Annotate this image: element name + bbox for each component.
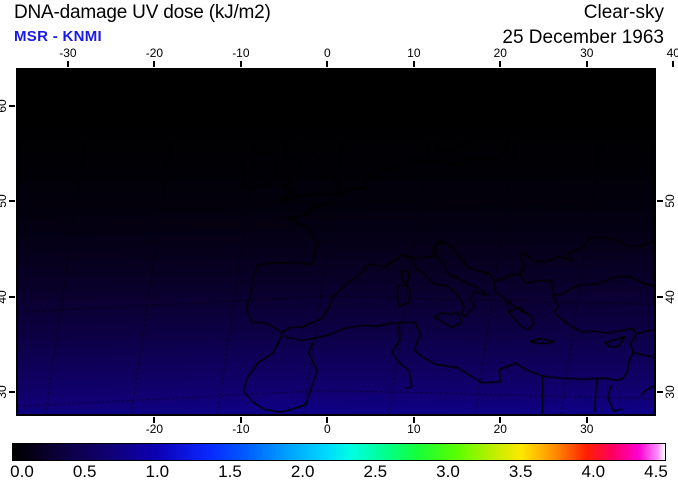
- axis-label-bottom--20: -20: [145, 422, 164, 436]
- axis-label-top--20: -20: [145, 46, 164, 60]
- axis-label-bottom--10: -10: [232, 422, 250, 436]
- tick-top-10: [412, 61, 415, 67]
- axis-label-left-60: 60: [0, 99, 9, 113]
- uv-dose-heatmap: [18, 70, 654, 414]
- axis-label-left-30: 30: [0, 385, 9, 399]
- colorbar-tick-1-0: 1.0: [145, 462, 170, 481]
- tick-right-40: [657, 295, 663, 298]
- colorbar-tick-4-0: 4.0: [581, 462, 606, 481]
- colorbar-tick-2-5: 2.5: [363, 462, 388, 481]
- tick-top-30: [585, 61, 588, 67]
- axis-label-left-40: 40: [0, 290, 9, 304]
- axis-label-top-20: 20: [493, 46, 507, 60]
- tick-bottom--20: [153, 417, 156, 423]
- axis-label-top--10: -10: [232, 46, 250, 60]
- axis-label-right-40: 40: [663, 290, 677, 304]
- colorbar-tick-1-5: 1.5: [218, 462, 242, 481]
- source-attribution: MSR - KNMI: [14, 28, 102, 45]
- tick-bottom-0: [326, 417, 329, 423]
- axis-label-right-50: 50: [663, 194, 677, 209]
- tick-bottom-30: [585, 417, 588, 423]
- date-label: 25 December 1963: [502, 27, 664, 48]
- axis-label-left-50: 50: [0, 194, 9, 209]
- page-title: DNA-damage UV dose (kJ/m2): [14, 2, 271, 23]
- axis-label-right-30: 30: [663, 385, 677, 399]
- sky-condition-label: Clear-sky: [583, 2, 664, 23]
- axis-label-bottom-20: 20: [493, 422, 507, 436]
- axis-label-top-30: 30: [580, 46, 594, 60]
- tick-left-40: [9, 295, 15, 298]
- tick-top-40: [672, 61, 675, 67]
- tick-top-0: [326, 61, 329, 67]
- colorbar: [12, 443, 666, 461]
- axis-label-top-0: 0: [324, 46, 331, 60]
- colorbar-gradient: [13, 444, 665, 460]
- colorbar-tick-4-5: 4.5: [644, 462, 668, 481]
- tick-top-20: [499, 61, 502, 67]
- axis-label-top-40: 40: [666, 46, 678, 60]
- tick-bottom--10: [239, 417, 242, 423]
- tick-top--30: [66, 61, 69, 67]
- tick-left-60: [9, 105, 15, 108]
- axis-label-bottom-10: 10: [407, 422, 421, 436]
- colorbar-tick-3-5: 3.5: [508, 462, 533, 481]
- axis-label-top-10: 10: [407, 46, 421, 60]
- tick-left-30: [9, 391, 15, 394]
- map-plot-area: [16, 68, 656, 416]
- axis-label-top--30: -30: [59, 46, 77, 60]
- colorbar-tick-0-0: 0.0: [10, 462, 34, 481]
- colorbar-tick-0-5: 0.5: [72, 462, 97, 481]
- tick-right-50: [657, 200, 663, 203]
- tick-top--20: [153, 61, 156, 67]
- tick-right-30: [657, 391, 663, 394]
- colorbar-tick-3-0: 3.0: [436, 462, 460, 481]
- tick-left-50: [9, 200, 15, 203]
- axis-label-bottom-30: 30: [580, 422, 594, 436]
- tick-bottom-10: [412, 417, 415, 423]
- tick-top--10: [239, 61, 242, 67]
- axis-label-bottom-0: 0: [324, 422, 331, 436]
- tick-bottom-20: [499, 417, 502, 423]
- colorbar-tick-2-0: 2.0: [290, 462, 315, 481]
